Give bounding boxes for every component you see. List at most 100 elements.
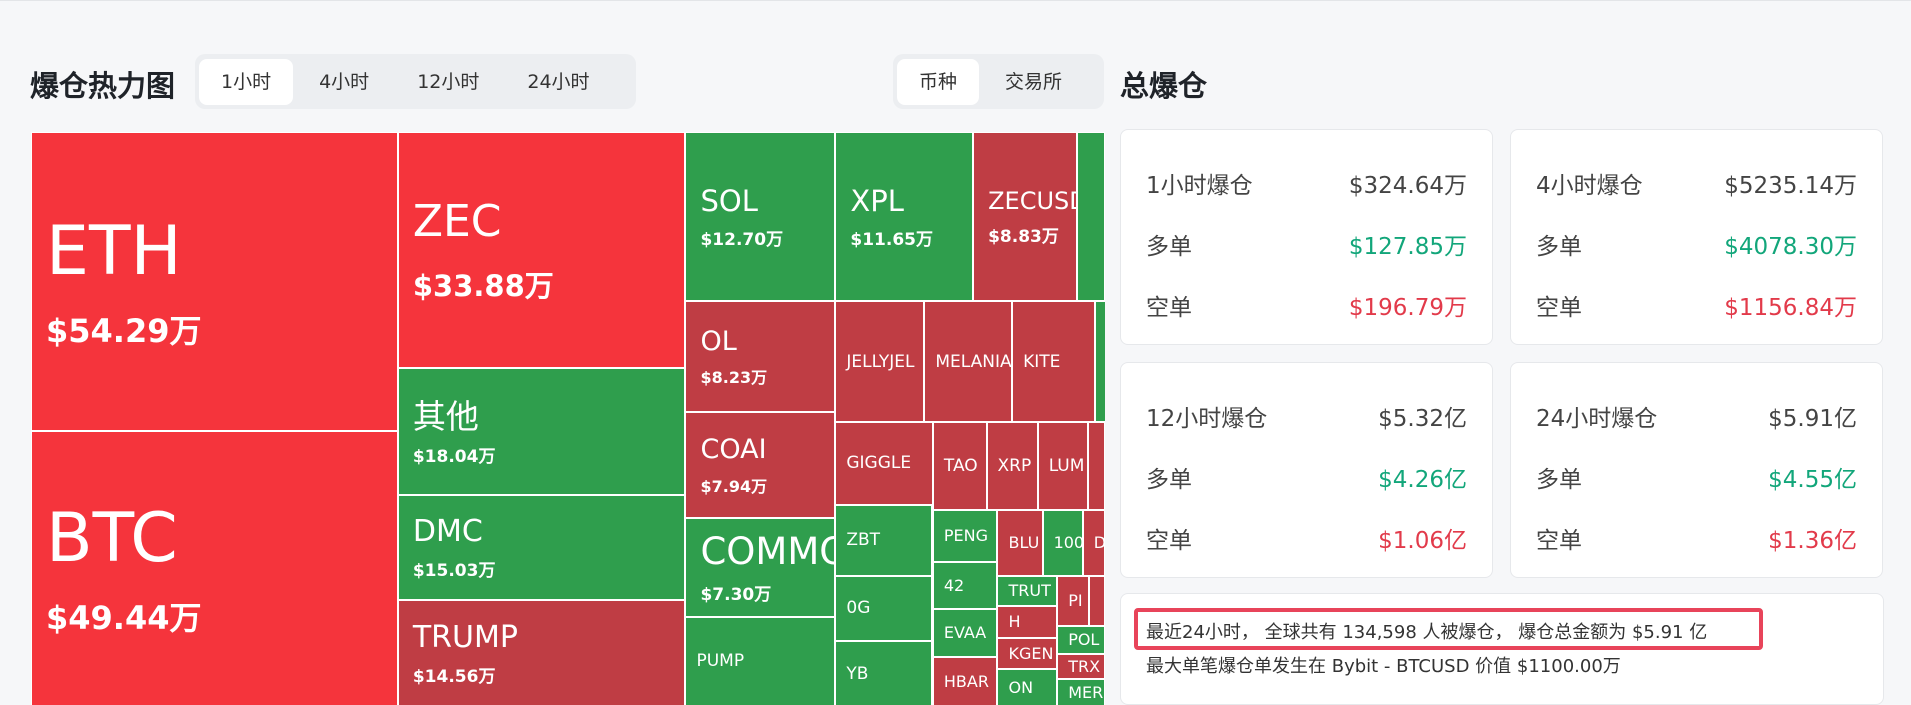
heatmap-tile: TRUMP $14.56万: [397, 600, 686, 705]
tile-value: $8.23万: [700, 368, 768, 388]
tile-label: BTC: [46, 498, 178, 578]
row-value: $1156.84万: [1724, 295, 1857, 321]
tile-label: 其他: [412, 396, 479, 436]
tile-label: TAO: [943, 455, 978, 476]
tile-value: $15.03万: [412, 561, 496, 582]
summary-card: 12小时爆仓 $5.32亿多单 $4.26亿空单 $1.06亿: [1120, 362, 1493, 578]
row-value: $1.36亿: [1768, 528, 1857, 554]
tab[interactable]: 4小时: [319, 70, 370, 93]
heatmap-tile: COMMO $7.30万: [685, 518, 836, 618]
tile-label: PENG: [943, 526, 988, 546]
heatmap-tile: OL $8.23万: [685, 301, 836, 413]
tile-label: COMMO: [700, 530, 836, 573]
summary-row: 12小时爆仓 $5.32亿: [1146, 399, 1467, 433]
heatmap-tile: POL: [1057, 625, 1105, 654]
heatmap-tile: EVAA: [932, 608, 998, 658]
summary-title: 总爆仓: [1120, 69, 1208, 103]
summary-row: 空单 $1.06亿: [1146, 521, 1467, 555]
tile-label: D: [1094, 533, 1104, 552]
heatmap-tile: GIGGLE: [835, 422, 933, 505]
summary-row: 多单 $4.55亿: [1536, 460, 1857, 494]
footer-card: 最近24小时， 全球共有 134,598 人被爆仓， 爆仓总金额为 $5.91 …: [1120, 593, 1884, 705]
tile-value: $49.44万: [46, 599, 202, 638]
row-value: $324.64万: [1348, 173, 1467, 199]
heatmap-tile: KGEN: [997, 637, 1058, 670]
row-value: $5235.14万: [1724, 173, 1857, 199]
heatmap-tile: MER: [1057, 679, 1105, 705]
tile-label: ON: [1008, 678, 1034, 698]
tab[interactable]: 币种: [897, 58, 980, 105]
tile-label: PUMP: [696, 651, 745, 672]
heatmap-tile: ETH $54.29万: [31, 132, 398, 431]
row-value: $5.91亿: [1768, 406, 1857, 432]
tile-value: $7.30万: [700, 585, 772, 606]
heatmap-tile: ZBT: [835, 504, 932, 576]
heatmap-tile: D: [1082, 509, 1105, 576]
heatmap-tile: JELLYJEL: [835, 301, 925, 423]
tile-label: TRUT: [1008, 581, 1051, 601]
row-label: 空单: [1536, 295, 1582, 321]
tile-label: KITE: [1023, 351, 1061, 372]
row-label: 4小时爆仓: [1536, 173, 1643, 199]
tile-label: BLU: [1008, 533, 1040, 553]
tile-label: 42: [943, 575, 965, 595]
heatmap-tile: COAI $7.94万: [685, 412, 836, 519]
tile-value: $33.88万: [412, 268, 554, 303]
heatmap-tile: SOL $12.70万: [685, 132, 836, 302]
tile-label: YB: [846, 663, 869, 684]
row-label: 24小时爆仓: [1536, 406, 1658, 432]
heatmap-tile: 0G: [835, 575, 932, 642]
tile-label: JELLYJEL: [846, 351, 915, 372]
heatmap-tile: LUM: [1037, 422, 1088, 510]
row-label: 12小时爆仓: [1146, 406, 1268, 432]
heatmap-tile: BTC $49.44万: [31, 430, 398, 705]
row-label: 1小时爆仓: [1146, 173, 1253, 199]
tile-label: ZECUSD: [988, 186, 1076, 215]
heatmap-tile: [1094, 301, 1105, 423]
summary-card: 1小时爆仓 $324.64万 多单 $127.85万 空单 $196.79万: [1120, 129, 1493, 345]
heatmap-tile: 其他 $18.04万: [397, 368, 686, 496]
tile-value: $54.29万: [46, 312, 202, 351]
row-label: 空单: [1536, 528, 1582, 554]
heatmap-tile: PI: [1057, 575, 1089, 626]
heatmap-tile: XRP: [986, 422, 1038, 510]
tile-label: TRUMP: [412, 619, 518, 655]
heatmap-tile: XPL $11.65万: [835, 132, 974, 302]
tile-label: OL: [700, 325, 737, 357]
row-value: $4.26亿: [1378, 467, 1467, 493]
summary-row: 多单 $4078.30万: [1536, 227, 1857, 261]
summary-card: 4小时爆仓 $5235.14万多单 $4078.30万空单 $1156.84万: [1510, 129, 1883, 345]
heatmap-tile: ZECUSD $8.83万: [973, 132, 1077, 302]
summary-row: 空单 $196.79万: [1146, 288, 1467, 322]
heatmap-tile: 42: [932, 562, 998, 609]
tile-label: XPL: [850, 183, 904, 218]
row-value: $196.79万: [1348, 295, 1467, 321]
summary-card: 24小时爆仓 $5.91亿多单 $4.55亿空单 $1.36亿: [1510, 362, 1883, 578]
tile-label: TRX: [1068, 656, 1101, 676]
heatmap-tile: DMC $15.03万: [397, 495, 686, 600]
tile-label: 100: [1053, 533, 1083, 553]
tile-label: ZEC: [412, 195, 502, 247]
tile-label: SOL: [700, 183, 758, 218]
tile-label: ETH: [46, 211, 182, 291]
tile-value: $12.70万: [700, 229, 784, 250]
tab[interactable]: 24小时: [527, 70, 590, 93]
tile-label: DMC: [412, 514, 483, 550]
tile-label: ZBT: [846, 530, 881, 551]
tab[interactable]: 1小时: [199, 58, 294, 105]
tile-label: KGEN: [1008, 644, 1054, 664]
tile-value: $11.65万: [850, 229, 933, 250]
tile-label: MELANIA: [935, 351, 1012, 372]
tile-label: XRP: [997, 455, 1032, 476]
heatmap-tile: ON: [997, 669, 1058, 705]
view-tabs: 币种 交易所: [893, 54, 1104, 109]
row-label: 多单: [1146, 467, 1192, 493]
tile-value: $8.83万: [988, 226, 1059, 247]
tile-label: H: [1008, 612, 1021, 632]
summary-row: 1小时爆仓 $324.64万: [1146, 166, 1467, 200]
tab[interactable]: 12小时: [417, 70, 480, 93]
heatmap-tile: BLU: [997, 509, 1043, 576]
tab[interactable]: 交易所: [1005, 70, 1063, 93]
row-label: 多单: [1536, 467, 1582, 493]
